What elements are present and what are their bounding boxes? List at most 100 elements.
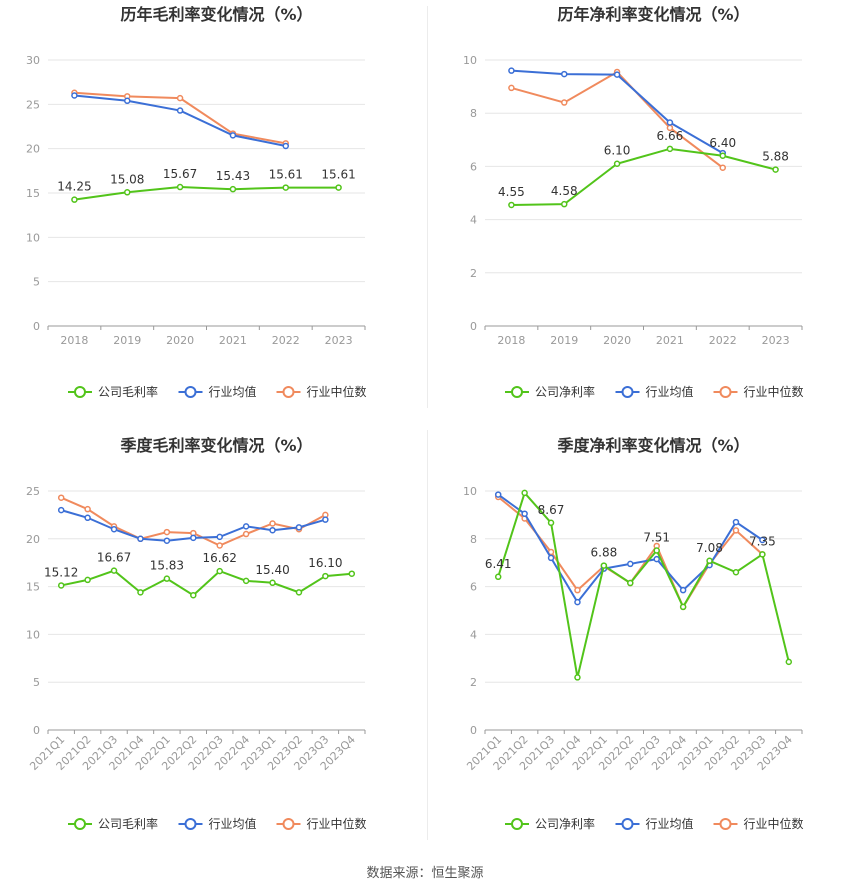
data-point-company [719,152,726,160]
chart-panel-annual-gross-margin: 历年毛利率变化情况（%） 0 5 10 15 20 25 30 2018 2019 2020 2021… [0,0,425,410]
x-tick-label: 2022 [272,334,300,347]
data-point-company [653,547,660,554]
data-point-industry_avg [124,97,131,105]
data-point-company [627,579,634,587]
data-label: 7.35 [749,534,776,548]
data-point-company [269,579,276,587]
vertical-divider-bottom [427,430,428,840]
data-point-industry_avg [679,586,687,594]
legend-marker-industry_median [719,818,732,830]
data-point-industry_avg [229,132,237,139]
series-line-company [74,186,339,201]
data-point-industry_median [242,530,250,538]
legend-marker-industry_avg [184,818,197,830]
data-point-company [124,189,131,196]
data-point-industry_median [508,84,515,92]
data-label: 15.43 [216,169,250,183]
data-point-industry_median [574,586,581,594]
data-point-industry_median [176,94,184,102]
data-point-company [57,582,65,589]
data-point-industry_median [732,527,740,534]
data-point-company [190,591,197,599]
y-tick-label: 6 [470,581,477,594]
y-tick-label: 25 [26,98,40,111]
data-point-company [521,489,528,497]
x-tick-label: 2021 [219,334,247,347]
data-label: 8.67 [538,503,565,517]
x-tick-label: 2018 [497,334,525,347]
legend-label: 行业中位数 [307,384,367,399]
data-point-industry_avg [547,554,555,562]
data-point-industry_avg [521,510,528,517]
data-point-company [600,562,608,569]
vertical-divider-top [427,6,428,408]
data-label: 15.61 [321,168,355,182]
legend-marker-industry_avg [621,818,634,830]
data-point-industry_median [216,542,223,549]
data-point-company [706,557,713,565]
data-label: 6.40 [709,136,736,150]
data-point-industry_avg [110,525,118,533]
data-point-industry_avg [666,119,674,126]
data-label: 6.10 [604,144,631,158]
data-point-company [732,569,740,576]
data-point-company [348,570,356,577]
data-point-industry_median [57,494,65,501]
data-point-company [679,603,687,611]
data-point-company [561,200,568,208]
data-point-industry_avg [242,523,250,530]
legend-marker-company [511,386,523,398]
legend-marker-company [74,818,86,830]
data-label: 16.67 [97,551,131,565]
legend-label: 公司净利率 [535,816,595,831]
data-label: 15.40 [255,563,289,577]
legend-label: 行业中位数 [744,816,804,831]
data-point-industry_avg [494,491,502,498]
series-line-company [511,147,776,206]
legend-label: 行业中位数 [744,384,804,399]
data-point-industry_avg [84,514,91,522]
y-tick-label: 10 [463,485,477,498]
chart-annual-net-margin: 历年净利率变化情况（%） 0 2 4 6 8 10 2018 2019 2020 2021 2022 2… [463,5,804,399]
y-tick-label: 10 [26,628,40,641]
x-tick-label: 2019 [550,334,578,347]
legend-label: 行业均值 [646,384,694,399]
y-tick-label: 2 [470,676,477,689]
data-label: 15.61 [269,168,303,182]
data-label: 16.62 [203,551,237,565]
data-label: 6.88 [591,546,618,560]
data-point-company [137,589,144,596]
data-point-company [772,166,779,173]
y-tick-label: 5 [33,676,40,689]
data-point-company [785,658,793,666]
y-tick-label: 2 [470,267,477,280]
data-point-company [229,185,237,193]
y-tick-label: 6 [470,160,477,173]
y-tick-label: 0 [470,320,477,333]
data-point-industry_avg [176,107,184,114]
data-label: 15.67 [163,167,197,181]
data-point-company [322,572,329,580]
y-tick-label: 8 [470,107,477,120]
y-tick-label: 4 [470,214,477,227]
data-point-industry_median [163,528,171,536]
data-point-industry_avg [322,516,329,523]
legend-marker-industry_median [282,818,295,830]
data-point-company [176,183,184,191]
data-point-company [547,519,555,527]
data-point-company [71,196,78,203]
legend-label: 行业中位数 [307,816,367,831]
data-label: 16.10 [308,556,342,570]
data-point-company [282,184,289,191]
x-tick-label: 2018 [60,334,88,347]
x-tick-label: 2023 [325,334,353,347]
series-line-company [497,490,790,678]
data-point-industry_avg [163,537,171,544]
data-label: 14.25 [57,180,91,194]
chart-title: 历年毛利率变化情况（%） [120,5,312,24]
data-label: 15.08 [110,172,144,186]
data-label: 5.88 [762,150,789,164]
data-point-industry_avg [137,535,144,543]
data-label: 7.51 [643,531,670,545]
y-tick-label: 0 [33,320,40,333]
